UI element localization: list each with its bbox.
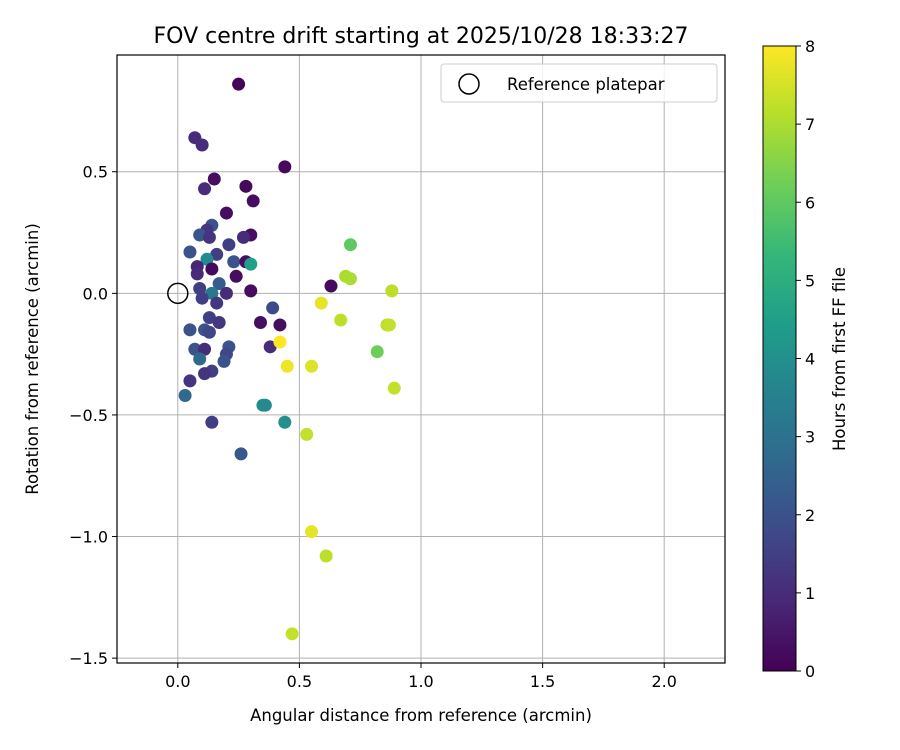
data-point <box>305 525 319 539</box>
data-point <box>285 627 299 641</box>
data-point <box>266 301 280 315</box>
legend-box <box>440 63 718 103</box>
data-point <box>278 160 292 174</box>
data-point <box>200 252 214 266</box>
x-tick-label: 1.5 <box>530 672 555 691</box>
colorbar-tick-label: 3 <box>805 428 815 447</box>
colorbar-tick-label: 2 <box>805 506 815 525</box>
data-point <box>219 286 233 300</box>
x-tick-label: 0.0 <box>165 672 190 691</box>
y-axis-label: Rotation from reference (arcmin) <box>23 223 42 495</box>
legend: Reference platepar <box>440 63 718 103</box>
colorbar-tick-label: 6 <box>805 193 815 212</box>
data-point <box>273 335 287 349</box>
data-point <box>178 388 192 402</box>
data-point <box>219 206 233 220</box>
legend-label: Reference platepar <box>507 75 665 94</box>
data-point <box>229 269 243 283</box>
data-point <box>370 345 384 359</box>
data-point <box>202 311 216 325</box>
data-point <box>188 342 202 356</box>
data-point <box>232 77 246 91</box>
data-point <box>324 279 338 293</box>
y-tick-label: −1.5 <box>69 649 108 668</box>
data-point <box>278 415 292 429</box>
legend-reference-marker <box>458 73 480 95</box>
data-point <box>239 179 253 193</box>
colorbar-ticks: 0 1 2 3 4 5 6 7 8 <box>796 37 815 681</box>
colorbar-label: Hours from first FF file <box>830 267 849 451</box>
reference-platepar-marker <box>167 282 189 305</box>
data-point <box>343 272 357 286</box>
colorbar: 0 1 2 3 4 5 6 7 8 Hours from first FF file <box>762 37 849 681</box>
data-point <box>198 367 212 381</box>
colorbar-tick-label: 0 <box>805 662 815 681</box>
y-tick-label: −0.5 <box>69 406 108 425</box>
data-point <box>314 296 328 310</box>
data-point <box>210 296 224 310</box>
data-point <box>263 340 277 354</box>
colorbar-tick-label: 4 <box>805 350 815 369</box>
data-point <box>253 316 267 330</box>
data-point <box>193 281 207 295</box>
data-point <box>273 318 287 332</box>
data-point <box>193 352 207 366</box>
y-tick-label: 0.5 <box>83 163 108 182</box>
colorbar-gradient <box>762 45 797 672</box>
data-point <box>319 549 333 563</box>
colorbar-tick-label: 8 <box>805 37 815 56</box>
data-point <box>205 286 219 300</box>
data-point <box>343 238 357 252</box>
data-point <box>382 318 396 332</box>
data-point <box>207 172 221 186</box>
grid <box>117 55 725 663</box>
colorbar-tick-label: 5 <box>805 271 815 290</box>
data-point <box>198 182 212 196</box>
data-point <box>202 325 216 339</box>
data-point <box>246 194 260 208</box>
data-point <box>305 359 319 373</box>
data-point <box>280 359 294 373</box>
y-tick-label: −1.0 <box>69 528 108 547</box>
data-point <box>202 230 216 244</box>
data-point <box>244 257 258 271</box>
data-point <box>193 228 207 242</box>
data-point <box>222 238 236 252</box>
data-point <box>195 291 209 305</box>
data-point <box>300 427 314 441</box>
chart-title: FOV centre drift starting at 2025/10/28 … <box>154 24 689 49</box>
data-point <box>205 262 219 276</box>
x-tick-label: 0.5 <box>287 672 312 691</box>
data-point <box>195 138 209 152</box>
data-points <box>167 77 401 641</box>
data-point <box>183 245 197 259</box>
colorbar-tick-label: 7 <box>805 115 815 134</box>
data-point <box>212 277 226 291</box>
colorbar-tick-label: 1 <box>805 584 815 603</box>
data-point <box>212 316 226 330</box>
data-point <box>205 415 219 429</box>
data-point <box>244 284 258 298</box>
data-point <box>234 447 248 461</box>
data-point <box>183 374 197 388</box>
data-point <box>198 342 212 356</box>
data-point <box>334 313 348 327</box>
x-axis-label: Angular distance from reference (arcmin) <box>250 706 592 725</box>
data-point <box>258 398 272 412</box>
data-point <box>217 354 231 368</box>
data-point <box>190 267 204 281</box>
x-tick-label: 2.0 <box>651 672 676 691</box>
data-point <box>385 284 399 298</box>
y-tick-label: 0.0 <box>83 284 108 303</box>
data-point <box>236 230 250 244</box>
x-axis-ticks: 0.0 0.5 1.0 1.5 2.0 <box>165 663 677 691</box>
x-tick-label: 1.0 <box>408 672 433 691</box>
data-point <box>210 247 224 261</box>
data-point <box>183 323 197 337</box>
data-point <box>387 381 401 395</box>
y-axis-ticks: −1.5 −1.0 −0.5 0.0 0.5 <box>69 163 117 668</box>
data-point <box>227 255 241 269</box>
